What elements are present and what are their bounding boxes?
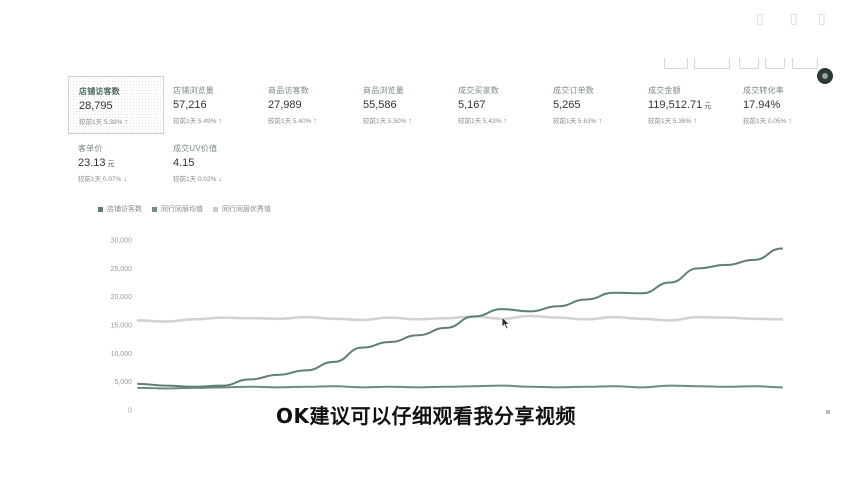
metric-label: 商品浏览量 [363,86,404,95]
y-tick-label: 10,000 [111,351,133,358]
metric-value: 23.13 元 [78,157,115,169]
y-tick-label: 25,000 [111,266,133,273]
metric-label: 成交UV价值 [173,144,218,153]
trend-up-icon: ↑ [503,118,507,125]
metric-card-conversion[interactable]: 成交转化率 17.94% 较前1天 0.05% ↑ [733,76,829,134]
metric-label: 成交买家数 [458,86,499,95]
metric-value: 5,265 [553,99,581,111]
watermark-glyph-icon: ▯ [756,10,764,26]
trend-up-icon: ↑ [693,118,697,125]
metric-compare: 较前1天 5.43% ↑ [458,118,507,125]
metric-value: 28,795 [79,100,113,112]
trend-up-icon: ↑ [313,118,317,125]
dashboard-panel [62,58,832,422]
metric-compare: 较前1天 5.36% ↑ [648,118,697,125]
toolbar-button-2[interactable] [694,58,730,69]
metric-compare: 较前1天 0.05% ↑ [743,118,792,125]
metric-card-uv-value[interactable]: 成交UV价值 4.15 较前1天 0.02% ↓ [163,134,259,192]
legend-swatch [98,206,103,212]
metric-compare: 较前1天 0.02% ↓ [173,176,222,183]
trend-down-icon: ↓ [218,176,222,183]
y-tick-label: 5,000 [114,379,132,386]
metric-card-product-pageviews[interactable]: 商品浏览量 55,586 较前1天 5.50% ↑ [353,76,449,134]
metric-value: 57,216 [173,99,207,111]
metric-card-avg-order[interactable]: 客单价 23.13 元 较前1天 0.07% ↓ [68,134,164,192]
trend-up-icon: ↑ [218,118,222,125]
metric-value: 55,586 [363,99,397,111]
legend-label: 同行同层优秀值 [222,206,271,213]
y-tick-label: 30,000 [111,238,133,245]
metric-label: 店铺浏览量 [173,86,214,95]
metric-label: 商品访客数 [268,86,309,95]
legend-item-peer-excellent[interactable]: 同行同层优秀值 [213,204,271,214]
metric-card-pageviews[interactable]: 店铺浏览量 57,216 较前1天 5.49% ↑ [163,76,259,134]
metric-compare: 较前1天 5.49% ↑ [173,118,222,125]
watermark-glyph-icon: ▯ [790,10,798,26]
legend-label: 同行同层均值 [161,206,203,213]
metric-card-product-visitors[interactable]: 商品访客数 27,989 较前1天 5.40% ↑ [258,76,354,134]
trend-down-icon: ↓ [123,176,127,183]
mouse-cursor-icon [501,316,511,330]
scroll-marker [826,410,830,414]
trend-up-icon: ↑ [598,118,602,125]
legend-swatch [152,206,157,212]
y-tick-label: 20,000 [111,294,133,301]
metric-card-revenue[interactable]: 成交金额 119,512.71 元 较前1天 5.36% ↑ [638,76,734,134]
metric-label: 客单价 [78,144,103,153]
metric-label: 成交金额 [648,86,681,95]
watermark-glyph-icon: ▯ [818,10,826,26]
chart-legend: 店铺访客数 同行同层均值 同行同层优秀值 [98,204,271,214]
metric-compare: 较前1天 5.40% ↑ [268,118,317,125]
metric-card-orders[interactable]: 成交订单数 5,265 较前1天 5.63% ↑ [543,76,639,134]
metric-label: 成交转化率 [743,86,784,95]
metric-compare: 较前1天 5.38% ↑ [79,119,128,126]
toolbar-button-5[interactable] [792,58,818,69]
metric-value: 119,512.71 元 [648,99,712,111]
metric-value: 17.94% [743,99,781,111]
metric-value: 5,167 [458,99,486,111]
legend-swatch [213,206,218,212]
metric-label: 成交订单数 [553,86,594,95]
metric-label: 店铺访客数 [79,87,120,96]
settings-icon[interactable] [817,68,833,84]
toolbar-button-1[interactable] [664,58,688,69]
series-line[interactable] [137,384,783,390]
metric-value: 27,989 [268,99,302,111]
metric-compare: 较前1天 0.07% ↓ [78,176,127,183]
series-line[interactable] [136,314,784,323]
metric-card-buyers[interactable]: 成交买家数 5,167 较前1天 5.43% ↑ [448,76,544,134]
video-subtitle: OK建议可以仔细观看我分享视频 [276,404,576,428]
toolbar-button-4[interactable] [765,58,785,69]
metric-card-visitors[interactable]: 店铺访客数 28,795 较前1天 5.38% ↑ [68,76,164,134]
metric-value: 4.15 [173,157,195,169]
legend-label: 店铺访客数 [107,206,142,213]
legend-item-peer-average[interactable]: 同行同层均值 [152,204,203,214]
metric-compare: 较前1天 5.63% ↑ [553,118,602,125]
trend-up-icon: ↑ [408,118,412,125]
trend-up-icon: ↑ [124,119,128,126]
y-tick-label: 15,000 [111,323,133,330]
y-tick-label: 0 [128,408,132,415]
trend-line-chart[interactable]: 30,000 25,000 20,000 15,000 10,000 5,000 0 [100,228,800,418]
toolbar-button-3[interactable] [739,58,759,69]
trend-up-icon: ↑ [788,118,792,125]
metric-compare: 较前1天 5.50% ↑ [363,118,412,125]
legend-item-visitors[interactable]: 店铺访客数 [98,204,142,214]
series-line[interactable] [137,247,783,388]
